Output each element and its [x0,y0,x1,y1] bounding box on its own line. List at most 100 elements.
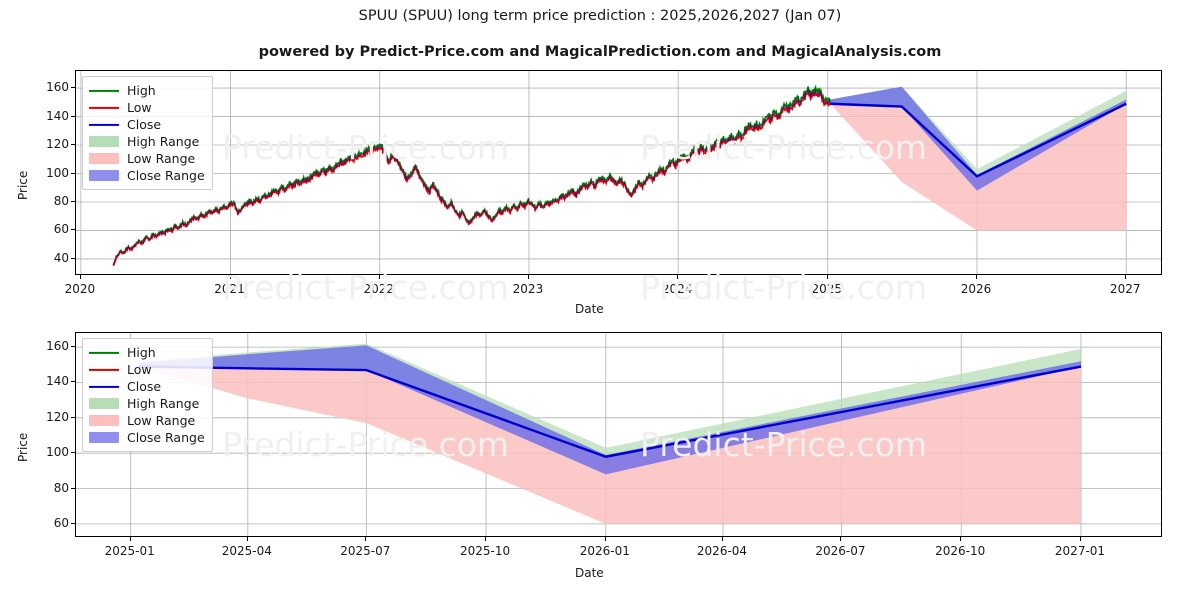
top-chart-y-tick-mark [71,172,75,174]
bottom-chart-x-tick-mark [1079,537,1081,541]
top-chart-x-tick-label: 2021 [214,282,245,296]
bottom-chart-x-tick-mark [960,537,962,541]
bottom-chart-x-tick-mark [604,537,606,541]
legend-swatch-close-icon [89,381,119,393]
bottom-chart-legend-item: Low Range [89,412,205,429]
top-chart-x-tick-label: 2022 [363,282,395,296]
top-chart-x-tick-label: 2023 [512,282,544,296]
legend-label: Low Range [127,413,196,428]
bottom-chart-y-tick-label: 80 [53,480,69,495]
bottom-chart-y-tick-label: 100 [46,445,69,460]
top-chart-legend-item: Close Range [89,167,205,184]
bottom-chart-y-tick-label: 140 [46,374,69,389]
top-chart-x-tick-mark [378,275,380,279]
legend-label: Low [127,100,152,115]
legend-label: Close Range [127,168,205,183]
bottom-chart-y-tick-mark [71,416,75,418]
bottom-chart-y-tick-label: 160 [46,339,69,354]
bottom-chart-x-axis-label: Date [575,566,604,580]
top-chart-x-tick-mark [1125,275,1127,279]
legend-label: Low [127,362,152,377]
bottom-chart-x-tick-label: 2025-01 [104,544,155,558]
top-chart-x-tick-label: 2024 [661,282,693,296]
top-chart-x-axis-label: Date [575,302,604,316]
legend-swatch-high-range-icon [89,398,119,409]
top-chart-y-tick-label: 100 [46,165,69,180]
top-chart-x-tick-mark [975,275,977,279]
legend-swatch-close-range-icon [89,170,119,181]
top-chart-y-tick-mark [71,257,75,259]
legend-label: Close [127,379,162,394]
history-close-line [112,87,831,266]
legend-label: Close Range [127,430,205,445]
bottom-chart-x-tick-mark [840,537,842,541]
bottom-chart-y-tick-label: 120 [46,409,69,424]
legend-label: High Range [127,134,200,149]
legend-label: High [127,345,156,360]
bottom-chart-y-tick-mark [71,522,75,524]
top-chart-y-tick-label: 80 [53,193,69,208]
top-chart-y-tick-mark [71,87,75,89]
legend-swatch-close-icon [89,119,119,131]
top-chart-legend-item: Low [89,99,205,116]
top-chart-y-tick-label: 140 [46,108,69,123]
top-chart-y-tick-label: 40 [53,250,69,265]
top-chart-y-tick-label: 120 [46,137,69,152]
bottom-chart-legend-item: Close Range [89,429,205,446]
top-chart-legend: High Low Close High Range Low Range Close Ran… [82,76,213,190]
bottom-chart-y-tick-mark [71,452,75,454]
top-chart-y-tick-mark [71,200,75,202]
long-term-chart [75,70,1162,275]
legend-swatch-high-icon [89,85,119,97]
page-subtitle: powered by Predict-Price.com and Magical… [258,44,942,60]
bottom-chart-legend-item: Close [89,378,205,395]
top-chart-x-tick-label: 2025 [811,282,843,296]
top-chart-legend-item: Close [89,116,205,133]
legend-label: High Range [127,396,200,411]
top-chart-y-tick-label: 60 [53,222,69,237]
short-term-chart [75,332,1162,537]
bottom-chart-x-tick-mark [129,537,131,541]
top-chart-x-tick-label: 2027 [1109,282,1141,296]
legend-swatch-low-range-icon [89,153,119,164]
legend-swatch-low-icon [89,364,119,376]
bottom-chart-legend-item: Low [89,361,205,378]
bottom-chart-x-tick-label: 2026-07 [815,544,866,558]
top-chart-y-tick-mark [71,229,75,231]
top-chart-x-tick-mark [826,275,828,279]
top-chart-x-tick-mark [677,275,679,279]
bottom-chart-x-tick-label: 2025-04 [221,544,272,558]
top-chart-x-tick-mark [229,275,231,279]
low-range-band [830,103,1127,231]
legend-swatch-low-icon [89,102,119,114]
legend-swatch-high-range-icon [89,136,119,147]
bottom-chart-y-tick-mark [71,381,75,383]
top-chart-y-tick-mark [71,115,75,117]
bottom-chart-y-tick-mark [71,346,75,348]
top-chart-x-tick-label: 2026 [960,282,992,296]
top-chart-legend-item: Low Range [89,150,205,167]
legend-label: Low Range [127,151,196,166]
bottom-chart-x-tick-label: 2025-10 [459,544,511,558]
bottom-chart-x-tick-mark [485,537,487,541]
bottom-chart-x-tick-label: 2025-07 [340,544,391,558]
bottom-chart-legend-item: High Range [89,395,205,412]
top-chart-y-tick-label: 160 [46,80,69,95]
legend-swatch-low-range-icon [89,415,119,426]
bottom-chart-legend-item: High [89,344,205,361]
close-range-band [138,345,1081,475]
legend-label: Close [127,117,162,132]
top-chart-x-tick-mark [79,275,81,279]
bottom-chart-x-tick-label: 2026-01 [579,544,630,558]
top-chart-x-tick-label: 2020 [64,282,96,296]
bottom-chart-x-tick-label: 2026-04 [696,544,748,558]
top-chart-y-tick-mark [71,144,75,146]
bottom-chart-legend: High Low Close High Range Low Range Close Ran… [82,338,213,452]
legend-label: High [127,83,156,98]
bottom-chart-x-tick-mark [721,537,723,541]
page-title: SPUU (SPUU) long term price prediction :… [358,8,842,24]
legend-swatch-high-icon [89,347,119,359]
top-chart-legend-item: High [89,82,205,99]
low-range-band [138,366,1081,524]
